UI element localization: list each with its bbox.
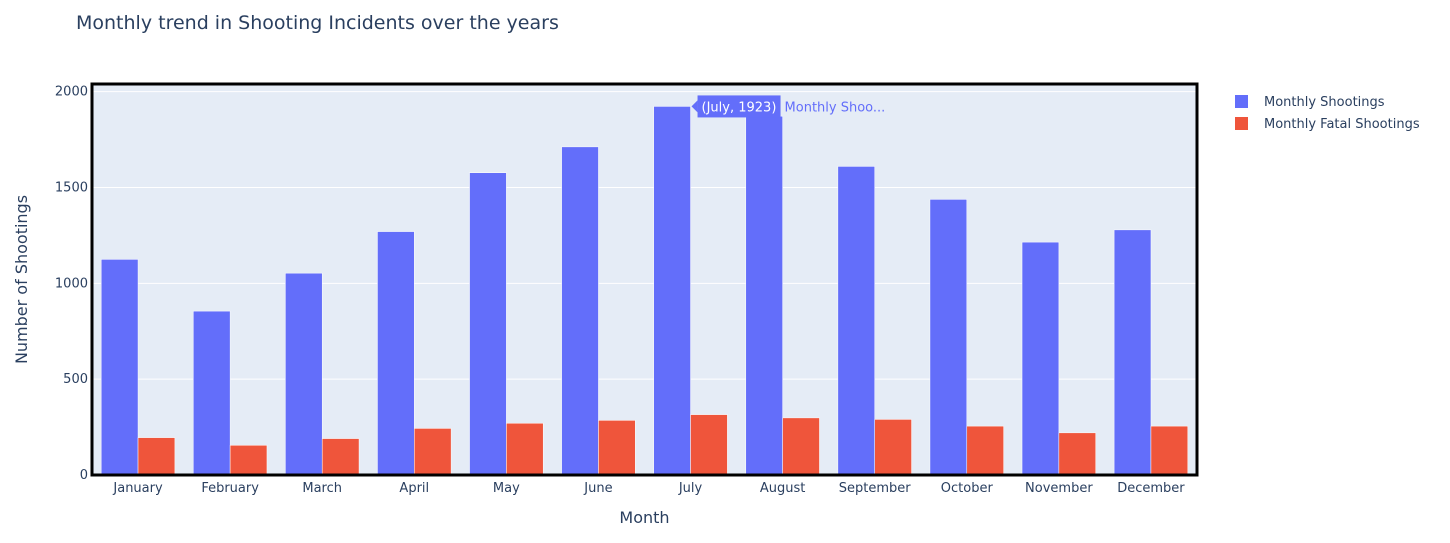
legend-item[interactable]: Monthly Shootings xyxy=(1235,95,1385,110)
gridlines xyxy=(92,91,1197,380)
hover-series-text: Monthly Shoo... xyxy=(785,100,886,115)
bar-fatal-shootings[interactable] xyxy=(1058,432,1096,476)
bar-fatal-shootings[interactable] xyxy=(782,417,820,476)
x-tick-label: August xyxy=(760,481,806,496)
bar-shootings[interactable] xyxy=(561,146,599,476)
bar-fatal-shootings[interactable] xyxy=(321,438,360,476)
x-tick-label: June xyxy=(583,481,612,496)
legend-label: Monthly Shootings xyxy=(1264,95,1385,110)
x-axis-ticks: January February March April May June July Augu… xyxy=(112,481,1185,496)
bar-shootings[interactable] xyxy=(285,272,323,476)
x-tick-label: April xyxy=(399,481,429,496)
bar-shootings[interactable] xyxy=(929,199,968,476)
x-tick-label: January xyxy=(112,481,163,496)
x-tick-label: December xyxy=(1117,481,1185,496)
y-tick-label: 1000 xyxy=(55,276,88,291)
x-tick-label: March xyxy=(302,481,342,496)
bars-group[interactable] xyxy=(100,106,1189,476)
y-tick-label: 500 xyxy=(63,372,88,387)
bar-shootings[interactable] xyxy=(193,310,231,476)
x-tick-label: November xyxy=(1025,481,1093,496)
bar-shootings[interactable] xyxy=(653,106,691,476)
legend-swatch xyxy=(1235,95,1248,108)
y-tick-label: 2000 xyxy=(55,85,88,100)
bar-shootings[interactable] xyxy=(837,166,875,476)
bar-fatal-shootings[interactable] xyxy=(874,419,912,476)
x-tick-label: September xyxy=(839,481,912,496)
y-tick-label: 0 xyxy=(80,468,88,483)
legend-label: Monthly Fatal Shootings xyxy=(1264,117,1420,132)
bar-shootings[interactable] xyxy=(1021,241,1060,476)
bar-fatal-shootings[interactable] xyxy=(966,425,1004,476)
bar-shootings[interactable] xyxy=(469,172,507,476)
x-axis-label: Month xyxy=(619,508,669,527)
plot-background xyxy=(92,84,1197,475)
bar-fatal-shootings[interactable] xyxy=(598,420,636,476)
bar-fatal-shootings[interactable] xyxy=(414,428,452,476)
hover-box xyxy=(697,95,781,118)
x-tick-label: February xyxy=(201,481,259,496)
legend-swatch xyxy=(1235,117,1248,130)
hover-pointer xyxy=(691,100,698,113)
chart-title: Monthly trend in Shooting Incidents over… xyxy=(76,12,559,34)
plot-frame xyxy=(90,82,1199,477)
bar-shootings[interactable] xyxy=(745,115,783,476)
bar-fatal-shootings[interactable] xyxy=(137,437,176,476)
bar-fatal-shootings[interactable] xyxy=(506,423,544,476)
bar-shootings[interactable] xyxy=(377,231,415,476)
y-axis-label: Number of Shootings xyxy=(12,195,31,364)
y-axis-ticks: 0 500 1000 1500 2000 xyxy=(55,85,88,483)
y-tick-label: 1500 xyxy=(55,181,88,196)
bar-fatal-shootings[interactable] xyxy=(1150,425,1189,476)
bar-shootings[interactable] xyxy=(1113,229,1152,476)
x-tick-label: May xyxy=(493,481,520,496)
x-tick-label: July xyxy=(678,481,703,496)
legend[interactable]: Monthly Shootings Monthly Fatal Shootings xyxy=(1235,95,1420,132)
hover-tooltip: (July, 1923) Monthly Shoo... xyxy=(691,95,886,118)
bar-shootings[interactable] xyxy=(100,259,139,476)
hover-value-text: (July, 1923) xyxy=(702,100,777,115)
x-tick-label: October xyxy=(941,481,994,496)
bar-fatal-shootings[interactable] xyxy=(690,414,728,476)
legend-item[interactable]: Monthly Fatal Shootings xyxy=(1235,117,1420,132)
bar-fatal-shootings[interactable] xyxy=(229,445,268,476)
